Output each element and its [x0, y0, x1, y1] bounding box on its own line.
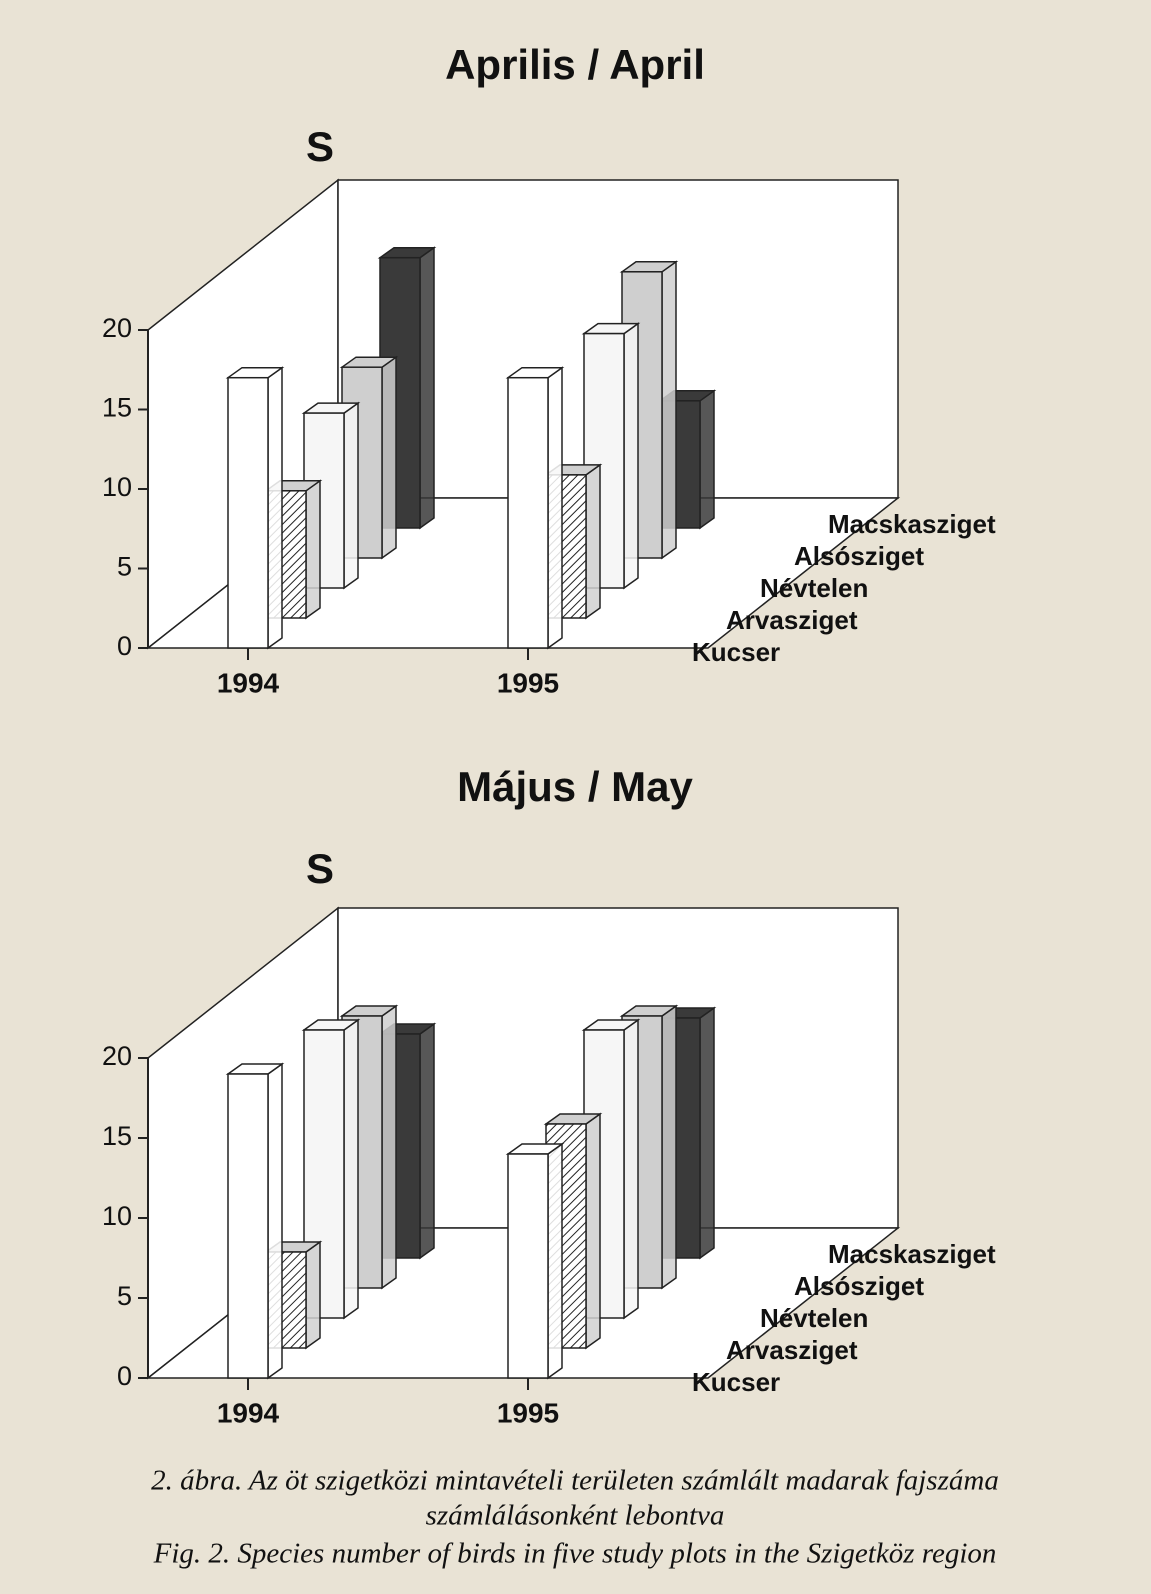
bar-side [547, 1142, 563, 1380]
bar-side [623, 322, 639, 590]
bar [227, 1073, 269, 1379]
series-label: Arvasziget [726, 1335, 858, 1365]
series-label: Macskasziget [828, 509, 996, 539]
chart-title: Aprilis / April [445, 41, 705, 88]
y-tick-label: 0 [117, 1361, 132, 1391]
y-axis-label: S [306, 845, 334, 892]
caption-en: Fig. 2. Species number of birds in five … [153, 1538, 997, 1570]
bar-side [585, 463, 601, 620]
bar-side [547, 366, 563, 650]
y-tick-label: 0 [117, 631, 132, 661]
series-label: Alsósziget [794, 541, 924, 571]
bar [303, 1029, 345, 1319]
bar-side [267, 366, 283, 650]
y-tick-label: 15 [102, 1121, 132, 1151]
y-tick-label: 10 [102, 1201, 132, 1231]
x-tick-label: 1994 [217, 1397, 280, 1428]
bar-side [419, 246, 435, 530]
bar-side [699, 389, 715, 530]
chart-title: Május / May [457, 763, 693, 810]
bar-side [381, 355, 397, 560]
bar-side [661, 1004, 677, 1290]
y-tick-label: 20 [102, 1041, 132, 1071]
bar [507, 376, 549, 649]
bar-side [699, 1006, 715, 1260]
series-label: Névtelen [760, 573, 868, 603]
bar [227, 376, 269, 649]
caption-hu-2: számlálásonként lebontva [426, 1500, 725, 1532]
bar-side [623, 1018, 639, 1320]
y-axis-label: S [306, 123, 334, 170]
series-label: Alsósziget [794, 1271, 924, 1301]
series-label: Kucser [692, 1367, 780, 1397]
y-tick-label: 20 [102, 313, 132, 343]
bar-side [419, 1022, 435, 1260]
y-tick-label: 15 [102, 393, 132, 423]
bar-side [585, 1112, 601, 1350]
x-tick-label: 1994 [217, 667, 280, 698]
y-tick-label: 5 [117, 552, 132, 582]
series-label: Névtelen [760, 1303, 868, 1333]
series-label: Arvasziget [726, 605, 858, 635]
bar-side [661, 260, 677, 560]
x-tick-label: 1995 [497, 667, 559, 698]
series-label: Macskasziget [828, 1239, 996, 1269]
series-label: Kucser [692, 637, 780, 667]
y-tick-label: 5 [117, 1281, 132, 1311]
bar-side [305, 1240, 321, 1350]
bar-side [343, 401, 359, 590]
bar-side [305, 479, 321, 620]
bar-side [343, 1018, 359, 1320]
y-tick-label: 10 [102, 472, 132, 502]
x-tick-label: 1995 [497, 1397, 559, 1428]
caption-hu: 2. ábra. Az öt szigetközi mintavételi te… [151, 1465, 999, 1497]
bar [507, 1153, 549, 1379]
bar-side [267, 1062, 283, 1380]
bar-side [381, 1004, 397, 1290]
